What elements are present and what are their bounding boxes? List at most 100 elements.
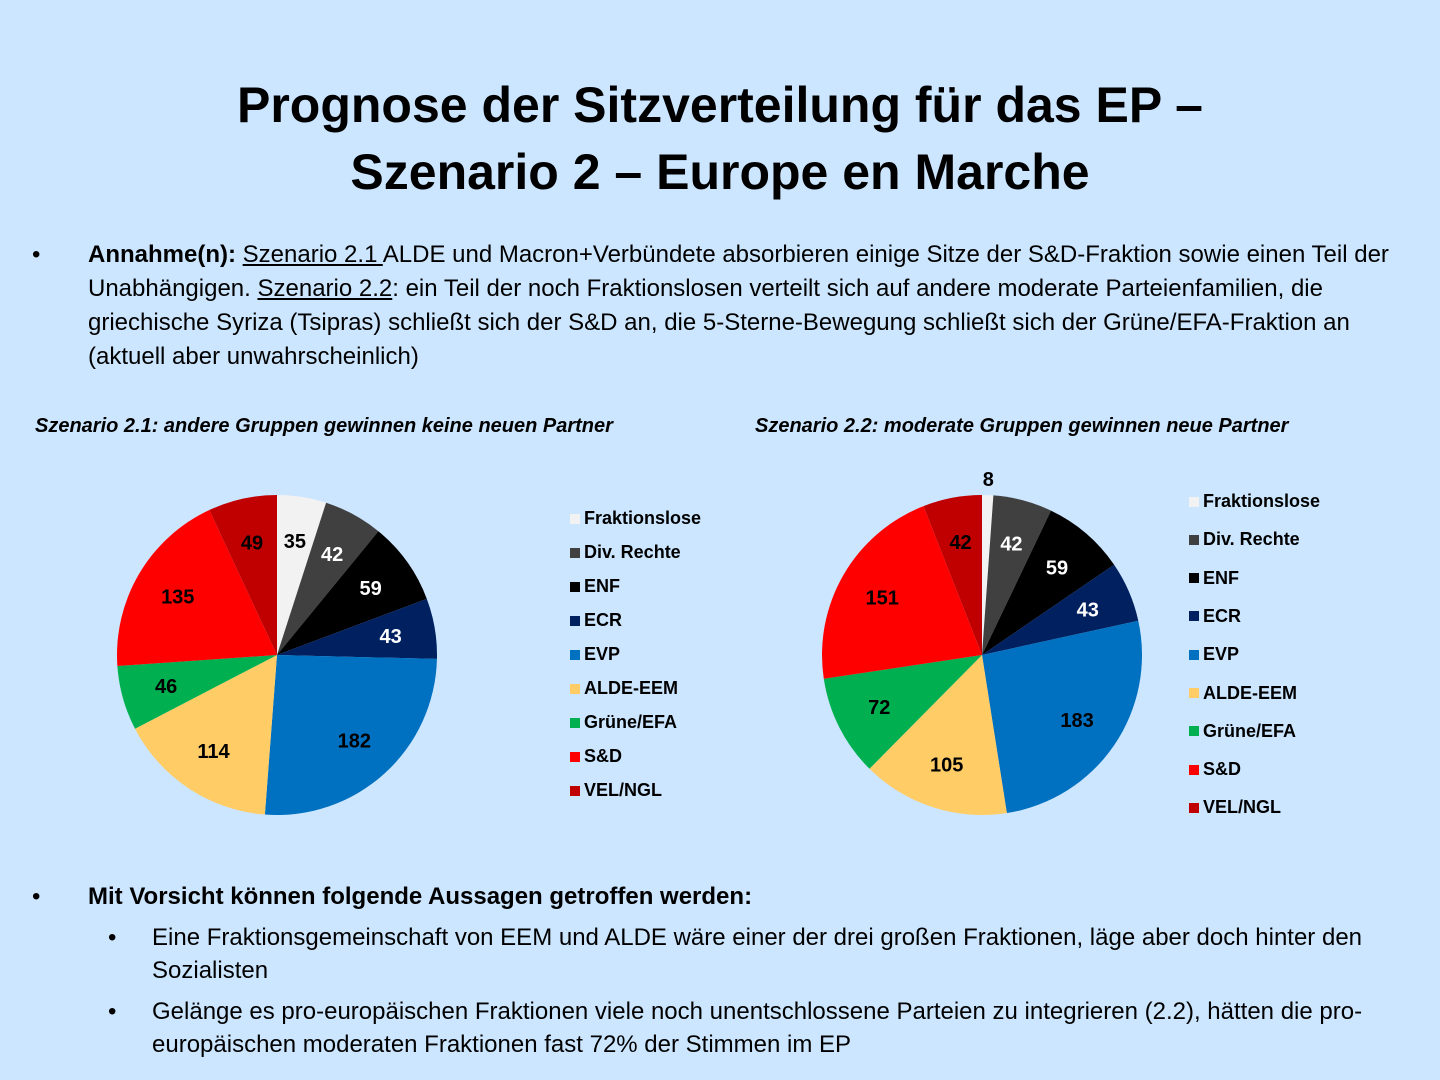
legend-item: ALDE-EEM bbox=[570, 678, 678, 699]
legend-swatch bbox=[1189, 496, 1199, 507]
data-label: 72 bbox=[868, 697, 890, 719]
legend-item: EVP bbox=[1189, 644, 1239, 665]
legend-item: ALDE-EEM bbox=[1189, 683, 1297, 704]
bullet-dot: • bbox=[32, 241, 41, 268]
pie-slice-enf bbox=[982, 510, 1115, 655]
pie-slice-div-rechte bbox=[277, 502, 379, 655]
legend-label: VEL/NGL bbox=[584, 780, 663, 800]
legend-label: Fraktionslose bbox=[584, 508, 702, 528]
data-label: 59 bbox=[1046, 558, 1068, 580]
legend-item: Div. Rechte bbox=[1189, 529, 1300, 550]
legend-label: Div. Rechte bbox=[1203, 529, 1300, 550]
data-label: 114 bbox=[197, 741, 230, 763]
pie-slice-evp bbox=[982, 620, 1142, 814]
data-label: 43 bbox=[1077, 599, 1099, 621]
legend-label: EVP bbox=[1203, 644, 1240, 665]
bullet-dot: • bbox=[108, 998, 117, 1025]
data-label: 42 bbox=[949, 532, 971, 554]
legend-label: ECR bbox=[1203, 605, 1242, 626]
legend-item: ENF bbox=[570, 576, 620, 597]
data-label: 151 bbox=[866, 587, 899, 609]
legend-swatch bbox=[570, 785, 580, 796]
scenario-2-2-text: : ein Teil der noch Fraktionslosen verte… bbox=[88, 275, 1350, 370]
conclusion-item: • Gelänge es pro-europäischen Fraktionen… bbox=[108, 995, 1412, 1061]
data-label: 49 bbox=[241, 533, 263, 555]
legend-item: Grüne/EFA bbox=[570, 712, 677, 733]
legend-item: VEL/NGL bbox=[1189, 797, 1281, 818]
legend-label: ECR bbox=[584, 610, 623, 630]
data-label: 42 bbox=[1000, 534, 1022, 556]
legend-item: ENF bbox=[1189, 568, 1239, 589]
legend-swatch bbox=[1189, 534, 1199, 545]
legend-swatch bbox=[1189, 649, 1199, 660]
data-label: 135 bbox=[161, 587, 194, 609]
conclusions-heading: Mit Vorsicht können folgende Aussagen ge… bbox=[88, 883, 753, 910]
conclusions-bullet: • Mit Vorsicht können folgende Aussagen … bbox=[32, 880, 1408, 914]
legend-swatch bbox=[570, 751, 580, 762]
pie-slice-gr-ne-efa bbox=[117, 655, 278, 729]
legend-swatch bbox=[1189, 764, 1199, 775]
legend-label: Grüne/EFA bbox=[1203, 720, 1297, 741]
title-line-2: Szenario 2 – Europe en Marche bbox=[350, 144, 1090, 200]
legend-swatch bbox=[570, 649, 580, 660]
legend-item: Fraktionslose bbox=[1189, 491, 1320, 512]
legend-label: VEL/NGL bbox=[1203, 797, 1282, 818]
data-label: 105 bbox=[930, 755, 963, 777]
chart-2-title: Szenario 2.2: moderate Gruppen gewinnen … bbox=[755, 415, 1289, 437]
conclusion-text: Eine Fraktionsgemeinschaft von EEM und A… bbox=[152, 924, 1363, 984]
data-label: 35 bbox=[284, 531, 306, 553]
legend-item: VEL/NGL bbox=[570, 780, 662, 801]
pie-slice-vel-ngl bbox=[209, 495, 277, 655]
legend-item: S&D bbox=[1189, 759, 1241, 780]
conclusion-text: Gelänge es pro-europäischen Fraktionen v… bbox=[152, 998, 1363, 1058]
pie-slice-vel-ngl bbox=[923, 495, 982, 655]
legend-item: Div. Rechte bbox=[570, 542, 681, 563]
title-line-1: Prognose der Sitzverteilung für das EP – bbox=[237, 77, 1203, 133]
legend-label: Fraktionslose bbox=[1203, 491, 1321, 511]
pie-slice-div-rechte bbox=[982, 495, 1051, 655]
legend-label: S&D bbox=[584, 746, 623, 766]
pie-slice-ecr bbox=[982, 564, 1139, 655]
legend-swatch bbox=[1189, 611, 1199, 622]
scenario-2-1-link: Szenario 2.1 bbox=[242, 241, 383, 268]
pie-slice-s-d bbox=[822, 506, 982, 679]
legend-swatch bbox=[570, 683, 580, 694]
legend-item: S&D bbox=[570, 746, 622, 767]
legend-swatch bbox=[570, 717, 580, 728]
data-label: 8 bbox=[983, 469, 994, 491]
scenario-2-1-text: ALDE und Macron+Verbündete absorbieren e… bbox=[88, 241, 1389, 302]
legend-label: S&D bbox=[1203, 759, 1242, 780]
data-label: 182 bbox=[338, 730, 371, 752]
legend-item: Grüne/EFA bbox=[1189, 721, 1296, 742]
legend-swatch bbox=[570, 547, 580, 558]
legend-swatch bbox=[570, 615, 580, 626]
bullet-dot: • bbox=[108, 924, 117, 951]
pie-slice-alde-eem bbox=[869, 655, 1007, 815]
data-label: 183 bbox=[1060, 710, 1093, 732]
legend-item: ECR bbox=[1189, 606, 1241, 627]
pie-slice-fraktionslose bbox=[277, 495, 327, 655]
bullet-dot: • bbox=[32, 883, 41, 910]
conclusion-item: • Eine Fraktionsgemeinschaft von EEM und… bbox=[108, 921, 1412, 987]
legend-swatch bbox=[570, 581, 580, 592]
data-label: 43 bbox=[379, 626, 401, 648]
assumption-label: Annahme(n): bbox=[88, 241, 236, 268]
legend-swatch bbox=[1189, 573, 1199, 584]
legend-label: Grüne/EFA bbox=[584, 712, 678, 732]
scenario-2-2-link: Szenario 2.2 bbox=[257, 275, 393, 302]
pie-slice-ecr bbox=[277, 598, 437, 659]
legend-label: ALDE-EEM bbox=[584, 678, 678, 698]
legend-item: EVP bbox=[570, 644, 620, 665]
legend-label: ENF bbox=[584, 576, 620, 596]
legend-label: EVP bbox=[584, 644, 621, 664]
pie-slice-evp bbox=[264, 655, 437, 815]
pie-slice-fraktionslose bbox=[982, 495, 994, 655]
legend-item: ECR bbox=[570, 610, 622, 631]
legend-item: Fraktionslose bbox=[570, 508, 701, 529]
data-label: 42 bbox=[321, 544, 343, 566]
assumption-bullet: • Annahme(n): Szenario 2.1 ALDE und Macr… bbox=[32, 238, 1408, 374]
legend-swatch bbox=[570, 513, 580, 524]
pie-slice-gr-ne-efa bbox=[823, 655, 982, 769]
slide-title: Prognose der Sitzverteilung für das EP –… bbox=[0, 72, 1440, 206]
